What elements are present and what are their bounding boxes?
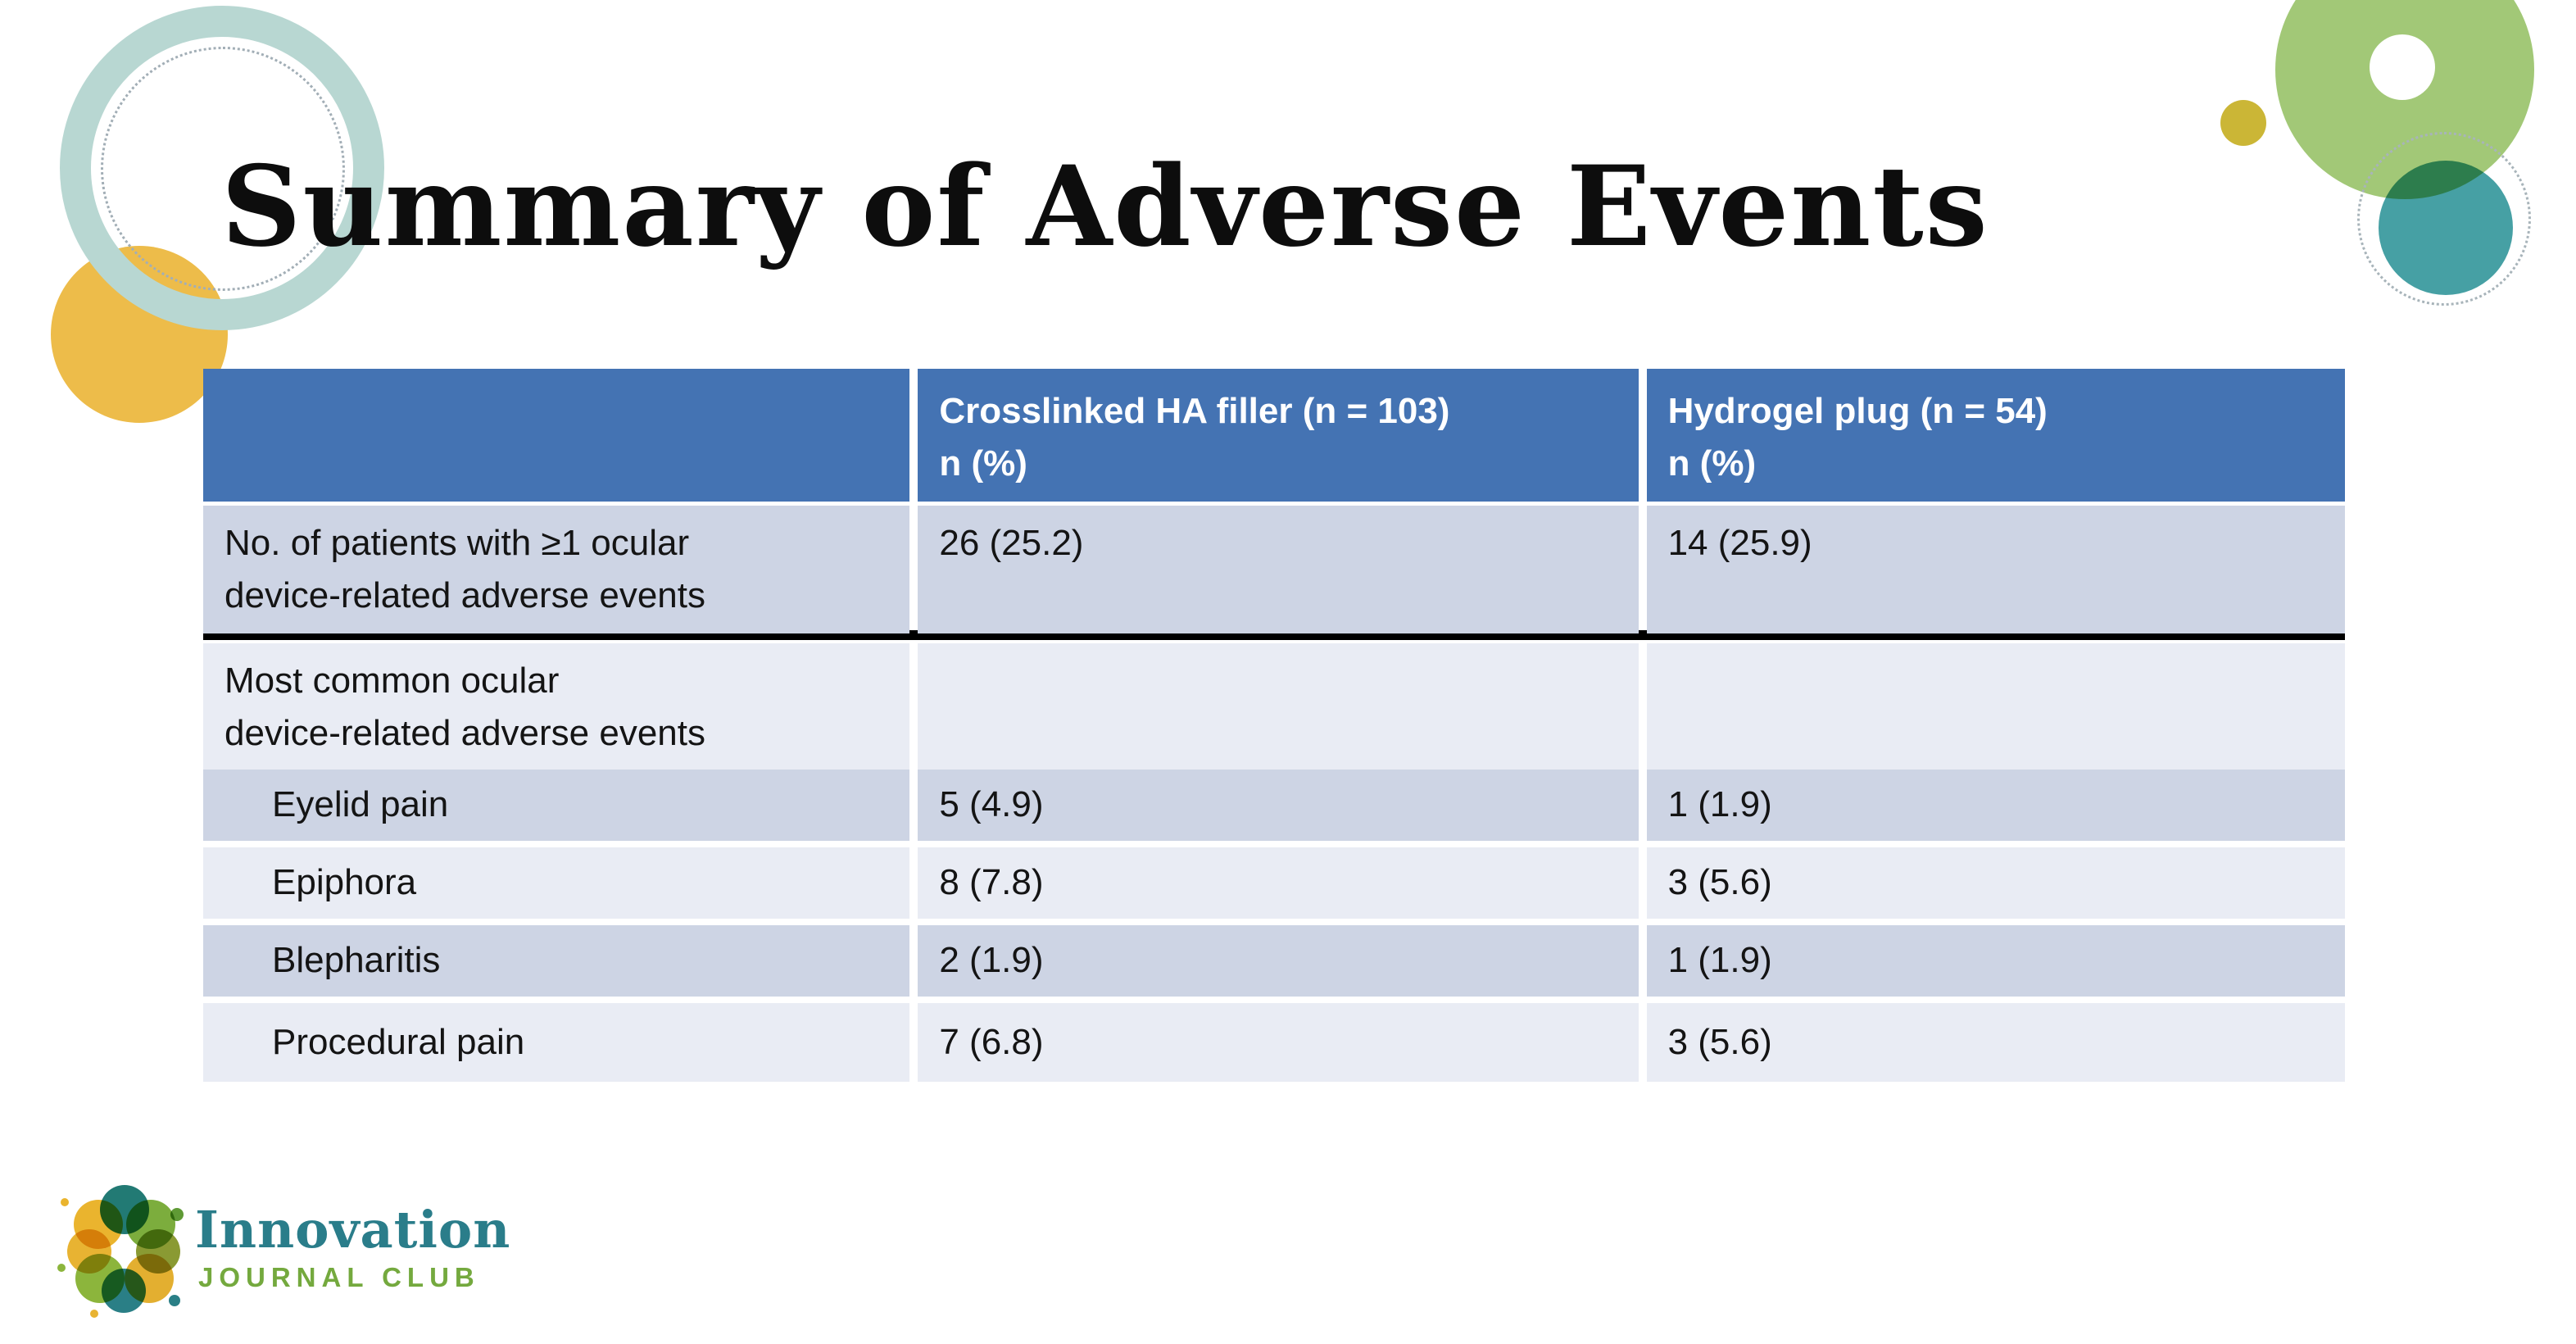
value-cell: 3 (5.6) bbox=[1646, 847, 2345, 919]
table-row-blepharitis: Blepharitis 2 (1.9) 1 (1.9) bbox=[203, 925, 2345, 997]
header-hydrogel-line1: Hydrogel plug (n = 54) bbox=[1667, 391, 2048, 431]
slide-title: Summary of Adverse Events bbox=[221, 141, 1989, 271]
decorative-dotted-circle bbox=[101, 47, 345, 291]
decorative-olive-dot bbox=[2220, 100, 2266, 146]
row-label: Procedural pain bbox=[203, 1003, 910, 1082]
header-cell-blank bbox=[203, 369, 910, 502]
logo-circles-icon bbox=[57, 1178, 188, 1319]
value-cell: 5 (4.9) bbox=[918, 770, 1639, 841]
header-cell-hydrogel-plug: Hydrogel plug (n = 54) n (%) bbox=[1646, 369, 2345, 502]
value-cell: 1 (1.9) bbox=[1646, 925, 2345, 997]
value-cell: 26 (25.2) bbox=[918, 506, 1639, 634]
row-label: Epiphora bbox=[203, 847, 910, 919]
logo-title: Innovation bbox=[195, 1200, 511, 1260]
adverse-events-table: Crosslinked HA filler (n = 103) n (%) Hy… bbox=[203, 369, 2345, 1082]
decorative-teal-circle bbox=[2379, 161, 2513, 295]
value-cell: 14 (25.9) bbox=[1646, 506, 2345, 634]
logo-dot bbox=[90, 1310, 98, 1318]
value-cell: 7 (6.8) bbox=[918, 1003, 1639, 1082]
value-cell bbox=[1646, 643, 2345, 772]
row-label-line1: Most common ocular bbox=[224, 661, 560, 701]
logo-dot bbox=[61, 1198, 69, 1206]
row-label-line1: No. of patients with ≥1 ocular bbox=[224, 523, 690, 563]
header-hydrogel-line2: n (%) bbox=[1667, 443, 1757, 484]
logo-dot bbox=[170, 1208, 184, 1221]
table-row-epiphora: Epiphora 8 (7.8) 3 (5.6) bbox=[203, 847, 2345, 919]
header-cell-ha-filler: Crosslinked HA filler (n = 103) n (%) bbox=[918, 369, 1639, 502]
decorative-donut-hole bbox=[2370, 34, 2435, 100]
value-cell: 2 (1.9) bbox=[918, 925, 1639, 997]
value-cell: 3 (5.6) bbox=[1646, 1003, 2345, 1082]
row-label-line2: device-related adverse events bbox=[224, 713, 705, 754]
row-label-line2: device-related adverse events bbox=[224, 575, 705, 616]
header-ha-filler-line2: n (%) bbox=[939, 443, 1027, 484]
table-header-row: Crosslinked HA filler (n = 103) n (%) Hy… bbox=[203, 369, 2345, 502]
table-row-procedural-pain: Procedural pain 7 (6.8) 3 (5.6) bbox=[203, 1003, 2345, 1082]
table-row-patients-total: No. of patients with ≥1 ocular device-re… bbox=[203, 506, 2345, 634]
innovation-journal-club-logo: Innovation JOURNAL CLUB bbox=[57, 1178, 565, 1326]
value-cell: 1 (1.9) bbox=[1646, 770, 2345, 841]
table-row-most-common: Most common ocular device-related advers… bbox=[203, 643, 2345, 772]
row-label: Blepharitis bbox=[203, 925, 910, 997]
table-row-eyelid-pain: Eyelid pain 5 (4.9) 1 (1.9) bbox=[203, 770, 2345, 841]
row-label: Most common ocular device-related advers… bbox=[203, 643, 910, 772]
value-cell bbox=[918, 643, 1639, 772]
value-cell: 8 (7.8) bbox=[918, 847, 1639, 919]
row-label: No. of patients with ≥1 ocular device-re… bbox=[203, 506, 910, 634]
logo-circle bbox=[102, 1269, 146, 1313]
row-label: Eyelid pain bbox=[203, 770, 910, 841]
decorative-dotted-circle-right bbox=[2357, 132, 2531, 306]
logo-dot bbox=[57, 1264, 66, 1272]
logo-dot bbox=[169, 1295, 180, 1306]
logo-subtitle: JOURNAL CLUB bbox=[198, 1262, 480, 1292]
header-ha-filler-line1: Crosslinked HA filler (n = 103) bbox=[939, 391, 1450, 431]
